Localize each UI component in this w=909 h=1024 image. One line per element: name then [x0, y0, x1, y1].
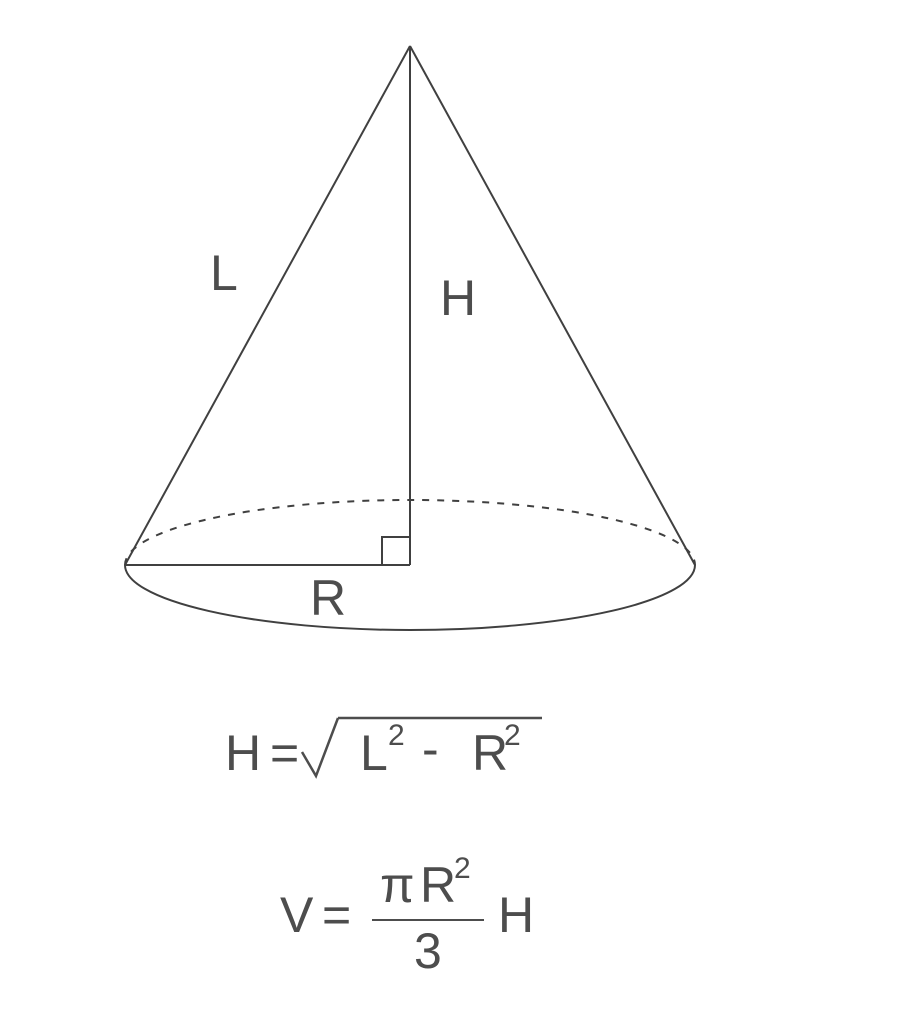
term-pi: π — [380, 857, 415, 913]
term-L-exp: 2 — [388, 719, 405, 752]
cone-base-front-arc — [125, 565, 695, 630]
formula-V-lhs: V — [280, 887, 314, 943]
equals-sign: = — [322, 887, 351, 943]
equals-sign: = — [270, 725, 299, 781]
cone-slant-left — [125, 46, 410, 565]
term-R-exp: 2 — [454, 852, 471, 885]
term-R-exp: 2 — [504, 719, 521, 752]
term-L: L — [360, 725, 388, 781]
minus-sign: - — [422, 721, 439, 777]
label-H: H — [440, 270, 476, 326]
formula-H-lhs: H — [225, 725, 261, 781]
label-R: R — [310, 570, 346, 626]
sqrt-symbol — [302, 718, 338, 776]
term-R: R — [472, 725, 508, 781]
term-denominator: 3 — [414, 923, 442, 979]
height-formula: H = L 2 - R 2 — [225, 718, 542, 781]
right-angle-marker — [382, 537, 410, 565]
term-H: H — [498, 887, 534, 943]
cone-figure: L H R H = L 2 - R 2 V = π R 2 3 H — [0, 0, 909, 1024]
term-R: R — [420, 857, 456, 913]
volume-formula: V = π R 2 3 H — [280, 852, 534, 979]
label-L: L — [210, 245, 238, 301]
